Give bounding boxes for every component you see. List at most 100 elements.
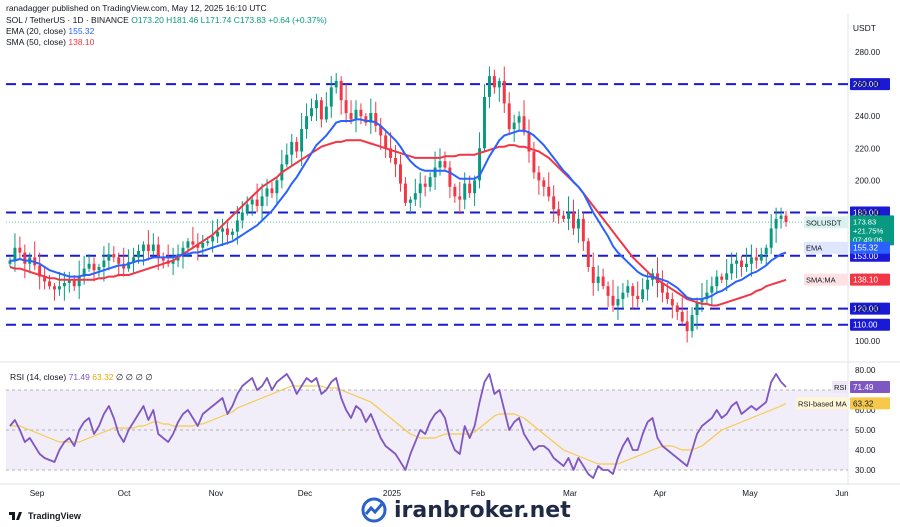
price-axis: 100.00120.00140.00160.00180.00200.00220.… (855, 48, 880, 346)
tradingview-logo[interactable]: TradingView (8, 511, 81, 521)
candle-body (146, 244, 150, 251)
rsi-ma-tag-name-box (796, 397, 848, 410)
price-tick-label: 240.00 (855, 112, 880, 121)
solusdt-price-text: +21.75% (853, 226, 883, 235)
candle-body (626, 286, 630, 293)
time-tick-label: May (742, 489, 758, 498)
candle-body (82, 268, 86, 277)
candle-body (468, 183, 472, 194)
candle-body (774, 218, 778, 229)
candle-body (443, 161, 447, 168)
candle-body (250, 199, 254, 205)
candle-body (730, 263, 734, 274)
solusdt-tag-name-box (804, 216, 848, 229)
ema-tag-name: EMA (806, 244, 822, 253)
candle-body (660, 283, 664, 293)
candle-body (492, 76, 496, 88)
price-tags: SOLUSDT 173.83+21.75%07:49:06 EMA 155.32 SMA… (804, 215, 894, 286)
candle-body (43, 276, 47, 282)
solusdt-price-box (850, 215, 894, 246)
rsi-value: 71.49 (68, 372, 90, 382)
price-tick-label: 180.00 (855, 208, 880, 217)
candle-body (483, 96, 486, 149)
candle-body (438, 161, 442, 168)
candle-body (571, 212, 575, 229)
candle-body (181, 247, 185, 255)
candle-body (107, 254, 111, 261)
candle-body (759, 254, 763, 261)
candle-body (394, 157, 398, 165)
sma-price-text: 138.10 (853, 276, 878, 285)
rsi-value-text: 71.49 (853, 383, 874, 392)
ohlc-values: O173.20 H181.46 L171.74 C173.83 +0.64 (+… (131, 15, 327, 25)
candle-body (67, 279, 71, 284)
candle-body (260, 196, 264, 207)
candle-body (690, 315, 694, 332)
watermark-text: iranbroker.net (394, 497, 571, 523)
candle-body (221, 228, 225, 232)
candle-body (433, 167, 437, 178)
sma-value: 138.10 (68, 37, 95, 47)
candle-body (591, 266, 595, 284)
iranbroker-logo-icon (361, 497, 387, 523)
candle-body (581, 218, 585, 242)
candle-body (285, 154, 289, 165)
candle-body (53, 286, 56, 290)
candle-body (389, 148, 393, 158)
time-tick-label: Jun (835, 489, 849, 498)
rsi-tag-name: RSI (834, 383, 847, 392)
rsi-tick-label: 50.00 (855, 426, 876, 435)
ema-label: EMA (20, close) (6, 26, 66, 36)
rsi-ma-value-box (850, 397, 890, 410)
candle-body (132, 257, 136, 263)
candle-body (245, 204, 249, 213)
ema-price-box (850, 241, 890, 254)
candle-body (497, 80, 501, 88)
candle-body (547, 186, 551, 197)
candle-body (329, 87, 333, 107)
candle-body (576, 218, 580, 229)
publisher-line: ranadagger published on TradingView.com,… (6, 3, 267, 13)
time-tick-label: Mar (563, 489, 577, 498)
candle-body (13, 247, 17, 261)
ema-20-line (10, 118, 787, 301)
candle-body (557, 209, 561, 216)
candle-body (369, 113, 373, 123)
time-axis: Sep Oct Nov Dec 2025 Feb Mar Apr May Jun (30, 489, 849, 498)
time-tick-label: Apr (654, 489, 667, 498)
candle-body (512, 122, 516, 130)
time-tick-label: Oct (118, 489, 131, 498)
candle-body (117, 257, 121, 264)
candle-body (225, 228, 229, 235)
time-tick-label: Feb (471, 489, 486, 498)
candle-body (418, 183, 422, 194)
candle-body (586, 241, 590, 267)
rsi-ma-value: 63.32 (92, 372, 114, 382)
candle-body (374, 113, 378, 126)
ema-tag-name-box (804, 241, 848, 254)
currency-label: USDT (852, 23, 876, 33)
candle-body (453, 186, 457, 197)
rsi-label: RSI (14, close) (10, 372, 67, 382)
candle-body (527, 132, 531, 152)
candle-body (38, 265, 42, 277)
candle-body (606, 286, 610, 296)
level-tag-text: 180.00 (853, 208, 878, 217)
candle-body (23, 252, 27, 264)
candle-body (428, 177, 432, 187)
candle-body (92, 263, 96, 271)
candle-body (349, 113, 353, 120)
rsi-tick-label: 30.00 (855, 466, 876, 475)
candle-body (507, 103, 511, 130)
candle-body (379, 125, 383, 136)
time-tick-label: Sep (30, 489, 45, 498)
candle-body (191, 241, 195, 245)
rsi-extra: ∅ ∅ ∅ ∅ (115, 372, 153, 382)
price-tick-label: 120.00 (855, 305, 880, 314)
sma-50-line (9, 139, 787, 307)
sma-price-box (850, 273, 890, 286)
candle-body (621, 292, 625, 300)
solusdt-price-text: 07:49:06 (853, 235, 883, 244)
candle-body (151, 244, 155, 251)
